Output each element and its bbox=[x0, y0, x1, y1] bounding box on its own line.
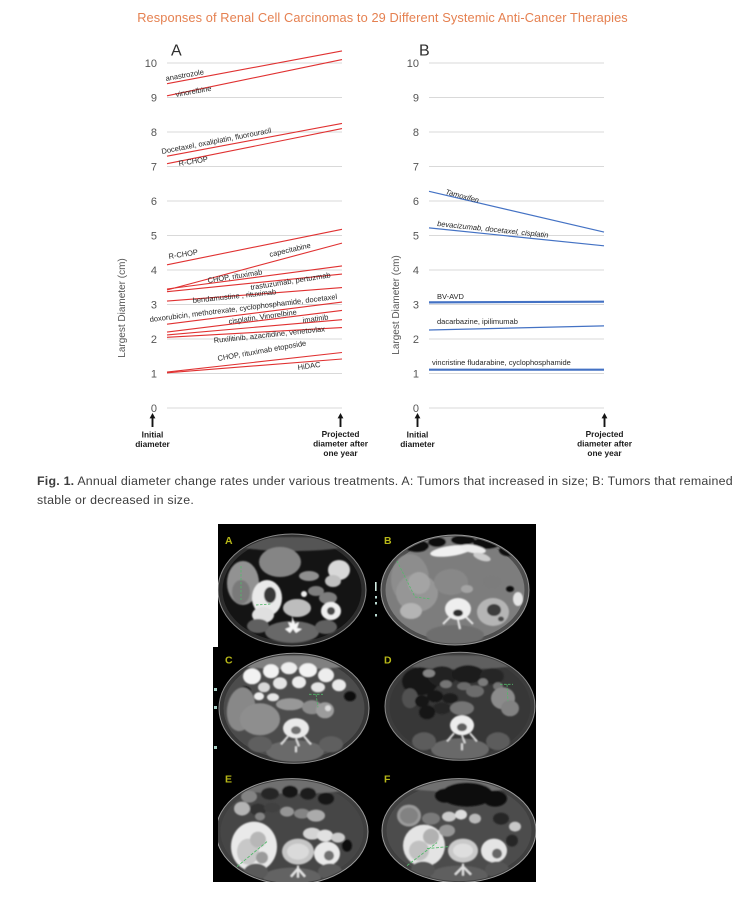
svg-text:Largest Diameter (cm): Largest Diameter (cm) bbox=[117, 258, 128, 357]
svg-text:Projected: Projected bbox=[586, 429, 624, 439]
svg-text:2: 2 bbox=[413, 334, 419, 346]
svg-text:one year: one year bbox=[323, 448, 358, 458]
svg-text:4: 4 bbox=[151, 265, 157, 277]
svg-text:10: 10 bbox=[145, 58, 157, 70]
svg-text:Tamoxifen: Tamoxifen bbox=[444, 187, 479, 205]
svg-text:C: C bbox=[225, 654, 233, 666]
svg-text:6: 6 bbox=[151, 196, 157, 208]
svg-text:bevacizumab, docetaxel, cispla: bevacizumab, docetaxel, cisplatin bbox=[437, 219, 549, 240]
svg-text:2: 2 bbox=[151, 334, 157, 346]
svg-text:3: 3 bbox=[413, 300, 419, 312]
svg-text:9: 9 bbox=[151, 93, 157, 105]
svg-text:Docetaxel, oxaliplatin, fluoro: Docetaxel, oxaliplatin, fluorouracil bbox=[161, 126, 273, 156]
svg-text:5: 5 bbox=[151, 231, 157, 243]
svg-text:8: 8 bbox=[151, 127, 157, 139]
svg-text:diameter after: diameter after bbox=[313, 439, 369, 449]
svg-text:B: B bbox=[384, 535, 392, 547]
svg-text:9: 9 bbox=[413, 93, 419, 105]
svg-text:one year: one year bbox=[587, 448, 622, 458]
svg-text:A: A bbox=[225, 535, 233, 547]
svg-text:1: 1 bbox=[151, 369, 157, 381]
svg-text:7: 7 bbox=[151, 162, 157, 174]
svg-text:4: 4 bbox=[413, 265, 419, 277]
svg-text:10: 10 bbox=[407, 58, 419, 70]
svg-text:0: 0 bbox=[151, 403, 157, 415]
svg-text:BV-AVD: BV-AVD bbox=[437, 292, 465, 301]
svg-text:R-CHOP: R-CHOP bbox=[178, 154, 209, 168]
svg-text:A: A bbox=[171, 43, 182, 60]
svg-text:B: B bbox=[419, 43, 430, 60]
svg-text:F: F bbox=[384, 774, 391, 786]
svg-text:diameter after: diameter after bbox=[577, 439, 633, 449]
svg-text:E: E bbox=[225, 774, 232, 786]
svg-text:Ruxilitinib, azacitidine, vene: Ruxilitinib, azacitidine, venetovlax bbox=[213, 324, 325, 345]
svg-text:dacarbazine, ipilimumab: dacarbazine, ipilimumab bbox=[437, 317, 518, 326]
svg-text:1: 1 bbox=[413, 369, 419, 381]
svg-text:diameter: diameter bbox=[135, 439, 170, 449]
svg-text:8: 8 bbox=[413, 127, 419, 139]
svg-text:0: 0 bbox=[413, 403, 419, 415]
svg-text:6: 6 bbox=[413, 196, 419, 208]
svg-text:diameter: diameter bbox=[400, 439, 435, 449]
svg-text:Initial: Initial bbox=[407, 429, 429, 439]
svg-text:HiDAC: HiDAC bbox=[297, 360, 322, 372]
svg-text:Initial: Initial bbox=[142, 429, 164, 439]
svg-text:imatinib: imatinib bbox=[302, 312, 329, 325]
svg-text:vinorelbine: vinorelbine bbox=[175, 84, 212, 99]
svg-text:Largest Diameter (cm): Largest Diameter (cm) bbox=[391, 255, 402, 354]
svg-text:vincristine fludarabine, cyclo: vincristine fludarabine, cyclophosphamid… bbox=[432, 358, 571, 367]
svg-text:7: 7 bbox=[413, 162, 419, 174]
svg-text:5: 5 bbox=[413, 231, 419, 243]
svg-text:3: 3 bbox=[151, 300, 157, 312]
svg-text:Projected: Projected bbox=[322, 429, 360, 439]
svg-text:D: D bbox=[384, 654, 392, 666]
